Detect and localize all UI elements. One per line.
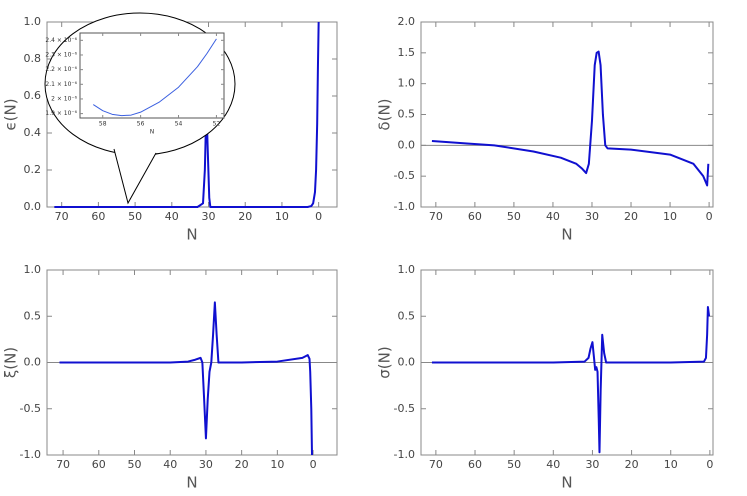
x-tick-label: 30 [199,458,213,471]
y-axis-label: σ(N) [376,346,394,378]
y-tick-label: 2.2 × 10⁻⁶ [45,66,77,73]
y-tick-label: 0.0 [24,200,42,213]
x-tick-label: 0 [706,210,713,223]
x-tick-label: 0 [706,458,713,471]
x-tick-label: 20 [235,458,249,471]
x-tick-label: 54 [175,121,183,128]
x-tick-label: 30 [585,210,599,223]
y-tick-label: 0.0 [398,356,416,369]
x-tick-label: 10 [664,458,678,471]
y-tick-label: 0.5 [24,309,42,322]
y-tick-label: -0.5 [20,402,41,415]
x-tick-label: 50 [507,210,521,223]
x-tick-label: 52 [213,121,221,128]
y-tick-label: 2.0 [398,15,416,28]
inset-frame [79,32,225,119]
x-tick-label: 60 [92,458,106,471]
y-tick-label: -0.5 [394,169,415,182]
y-tick-label: 0.0 [24,356,42,369]
y-tick-label: 0.2 [24,163,42,176]
y-tick-label: -0.5 [394,402,415,415]
data-line [54,21,320,208]
y-tick-label: -1.0 [20,448,41,461]
x-tick-label: 0 [310,458,317,471]
y-tick-label: 0.6 [24,89,42,102]
x-tick-label: 60 [468,210,482,223]
x-tick-label: 40 [546,458,560,471]
y-tick-label: 2.1 × 10⁻⁶ [45,81,77,88]
x-tick-label: 30 [202,210,216,223]
x-tick-label: 10 [270,458,284,471]
panel: 70 60 50 40 30 20 10 0 -1.0 -0.5 0.0 0.5 1.0 1.5 2.0 Nδ… [376,15,714,244]
x-axis-label: N [561,474,572,492]
x-tick-label: 70 [55,210,69,223]
y-tick-label: 0.5 [398,108,416,121]
y-tick-label: -1.0 [394,448,415,461]
x-tick-label: 40 [165,210,179,223]
plot-frame [420,21,714,208]
x-tick-label: 30 [585,458,599,471]
panel: 70 60 50 40 30 20 10 0 -1.0 -0.5 0.0 0.5 1.0 Nσ(N) [376,263,714,492]
inset: 58 56 54 52 1.9 × 10⁻⁶ 2 × 10⁻⁶ 2.1 × 10⁻⁶ 2.2 … [45,32,225,136]
y-tick-label: 0.4 [24,126,42,139]
x-tick-label: 20 [625,458,639,471]
y-tick-label: 1.0 [24,15,42,28]
x-tick-label: 70 [429,210,443,223]
y-tick-label: 2.4 × 10⁻⁶ [45,37,77,44]
y-axis-label: ϵ(N) [2,98,20,130]
x-tick-label: 60 [468,458,482,471]
y-tick-label: 1.5 [398,46,416,59]
x-tick-label: 10 [275,210,289,223]
x-axis-label: N [150,129,155,136]
x-tick-label: 50 [507,458,521,471]
data-line [59,301,313,456]
x-tick-label: 70 [429,458,443,471]
x-tick-label: 10 [663,210,677,223]
x-tick-label: 40 [163,458,177,471]
x-tick-label: 70 [56,458,70,471]
y-tick-label: 2 × 10⁻⁶ [51,95,77,102]
x-axis-label: N [561,226,572,244]
x-tick-label: 50 [128,210,142,223]
data-line [92,38,217,117]
y-tick-label: 1.9 × 10⁻⁶ [45,110,77,117]
x-tick-label: 58 [99,121,107,128]
x-axis-label: N [186,226,197,244]
data-line [431,50,710,187]
y-tick-label: 1.0 [24,263,42,276]
panel: 70 60 50 40 30 20 10 0 -1.0 -0.5 0.0 0.5 1.0 Nξ(N) [2,263,338,492]
y-tick-label: 0.5 [398,309,416,322]
y-tick-label: 1.0 [398,263,416,276]
x-axis-label: N [186,474,197,492]
x-tick-label: 50 [128,458,142,471]
y-tick-label: 1.0 [398,77,416,90]
x-tick-label: 60 [91,210,105,223]
y-axis-label: δ(N) [376,98,394,130]
x-tick-label: 20 [624,210,638,223]
x-tick-label: 56 [137,121,145,128]
x-tick-label: 20 [238,210,252,223]
y-tick-label: 0.8 [24,52,42,65]
y-axis-label: ξ(N) [2,347,20,378]
y-tick-label: -1.0 [394,200,415,213]
x-tick-label: 40 [546,210,560,223]
y-tick-label: 0.0 [398,138,416,151]
data-line [431,306,711,454]
y-tick-label: 2.3 × 10⁻⁶ [45,51,77,58]
x-tick-label: 0 [315,210,322,223]
